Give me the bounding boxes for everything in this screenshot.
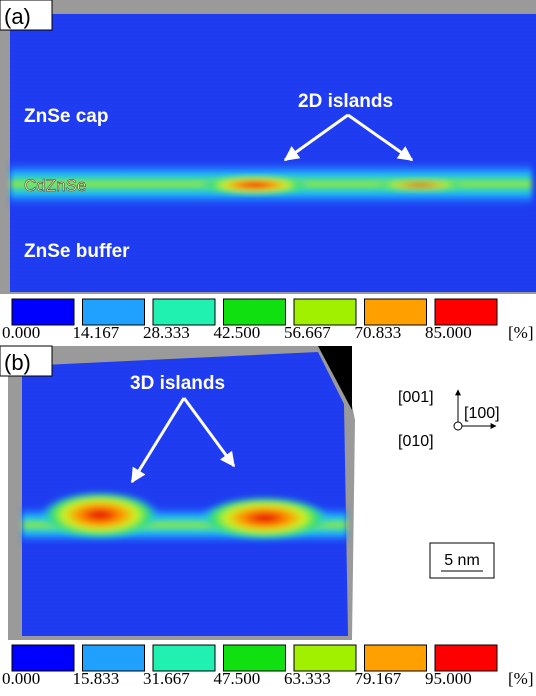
colorbar-label: 95.000: [425, 669, 472, 688]
colorbar-swatch: [153, 299, 215, 325]
colorbar-swatch: [83, 299, 145, 325]
colorbar-label: 28.333: [143, 323, 190, 342]
annotation: ZnSe buffer: [24, 241, 130, 262]
hot-spot: [375, 178, 465, 192]
axis-origin: [454, 422, 462, 430]
scale-bar-label: 5 nm: [444, 552, 480, 569]
colorbar-label: 15.833: [73, 669, 120, 688]
colorbar-label: 0.000: [2, 669, 40, 688]
colorbar-label: 31.667: [143, 669, 190, 688]
figure: (a) ZnSe cap CdZnSe ZnSe buffer 2D islan…: [0, 0, 536, 691]
colorbar-unit: [%]: [508, 323, 533, 342]
axis-label: [100]: [464, 405, 500, 422]
axis-label: [001]: [398, 389, 434, 406]
axis-label: [010]: [398, 433, 434, 450]
colorbar-swatch: [294, 645, 356, 671]
island: [200, 496, 330, 540]
island: [40, 491, 160, 539]
colorbar-swatch: [435, 645, 497, 671]
colorbar-label: 0.000: [2, 323, 40, 342]
colorbar-unit: [%]: [508, 669, 533, 688]
colorbar-label: 70.833: [355, 323, 402, 342]
annotation: CdZnSe: [24, 176, 86, 195]
annotation: 2D islands: [298, 91, 393, 112]
annotation: ZnSe cap: [24, 106, 108, 127]
colorbar-swatch: [153, 645, 215, 671]
colorbar-swatch: [224, 645, 286, 671]
colorbar-swatch: [83, 645, 145, 671]
annotation: 3D islands: [130, 373, 225, 394]
colorbar-label: 42.500: [214, 323, 261, 342]
colorbar-label: 63.333: [284, 669, 331, 688]
colorbar-label: 14.167: [73, 323, 120, 342]
colorbar-swatch: [12, 299, 74, 325]
colorbar-label: 56.667: [284, 323, 331, 342]
colorbar-swatch: [224, 299, 286, 325]
colorbar-swatch: [294, 299, 356, 325]
panel-label: (b): [4, 350, 31, 375]
colorbar-swatch: [365, 645, 427, 671]
map-grid: [22, 352, 348, 636]
hot-spot: [200, 175, 310, 195]
panel-label: (a): [4, 4, 31, 29]
colorbar-swatch: [365, 299, 427, 325]
colorbar-label: 47.500: [214, 669, 261, 688]
colorbar-swatch: [435, 299, 497, 325]
colorbar-label: 85.000: [425, 323, 472, 342]
colorbar-swatch: [12, 645, 74, 671]
colorbar-label: 79.167: [355, 669, 402, 688]
